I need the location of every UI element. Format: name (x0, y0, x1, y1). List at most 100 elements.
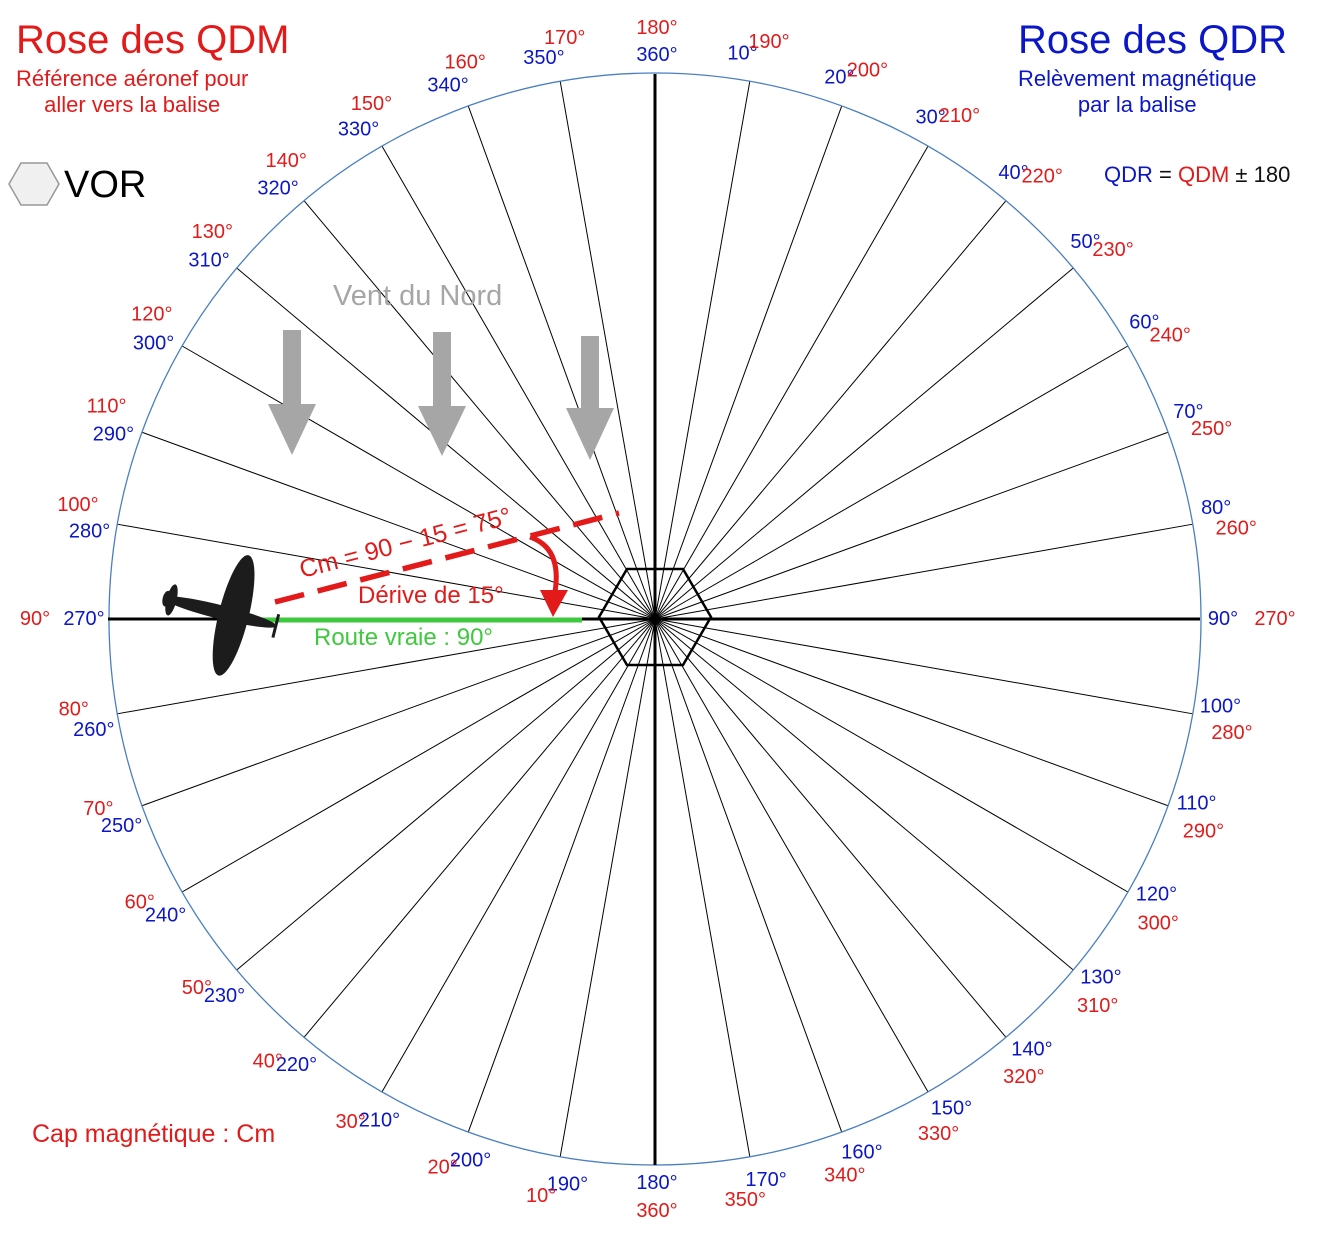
qdr-subtitle-line-2: par la balise (1077, 92, 1197, 117)
qdr-degree-label: 80° (1201, 497, 1231, 519)
heading-dashed-line (274, 510, 620, 605)
qdm-degree-label: 110° (87, 396, 127, 418)
radial-line (181, 618, 656, 893)
qdm-degree-label: 120° (131, 304, 172, 326)
radial-line (236, 618, 656, 971)
qdm-rose-subtitle: Référence aéronef pour aller vers la bal… (16, 66, 248, 118)
qdm-degree-label: 130° (192, 221, 233, 243)
qdm-degree-label: 350° (725, 1189, 766, 1211)
radial-line (654, 618, 1007, 1038)
qdr-degree-label: 300° (133, 332, 174, 354)
qdr-degree-label: 60° (1129, 312, 1159, 334)
qdm-degree-label: 250° (1191, 418, 1232, 440)
qdr-degree-label: 240° (145, 904, 186, 926)
qdr-degree-label: 210° (359, 1109, 400, 1131)
qdm-degree-label: 200° (847, 60, 888, 82)
qdm-degree-label: 20° (427, 1156, 457, 1178)
qdm-degree-label: 270° (1254, 608, 1295, 630)
qdr-degree-label: 120° (1136, 884, 1177, 906)
wind-arrows (268, 330, 614, 460)
radial-line (141, 618, 656, 807)
qdr-degree-label: 20° (824, 66, 854, 88)
qdm-degree-label: 150° (351, 93, 392, 115)
radial-line (654, 345, 1129, 620)
qdr-degree-label: 260° (73, 719, 114, 741)
qdr-degree-label: 250° (101, 815, 142, 837)
qdm-degree-label: 320° (1003, 1066, 1044, 1088)
vor-hexagon-icon (597, 567, 713, 667)
radial-line (467, 618, 656, 1133)
drift-arrow (529, 534, 559, 593)
drift-arrowhead-icon (540, 590, 568, 617)
qdr-degree-label: 140° (1011, 1039, 1052, 1061)
radial-line (654, 105, 843, 620)
qdm-degree-label: 240° (1150, 324, 1191, 346)
qdr-degree-label: 340° (427, 75, 468, 97)
qdm-degree-label: 300° (1138, 912, 1179, 934)
qdr-degree-label: 310° (188, 250, 229, 272)
magnetic-heading-note: Cap magnétique : Cm (32, 1120, 276, 1148)
vor-legend-hexagon-icon (8, 162, 60, 206)
radial-line (654, 618, 1074, 971)
qdm-degree-label: 30° (335, 1111, 365, 1133)
qdm-degree-label: 190° (748, 31, 789, 53)
radial-line (654, 618, 1169, 807)
qdr-degree-label: 10° (727, 43, 757, 65)
formula-qdr: QDR (1104, 162, 1153, 187)
qdm-degree-label: 260° (1216, 518, 1257, 540)
radial-line (467, 105, 656, 620)
qdr-degree-label: 220° (276, 1054, 317, 1076)
qdr-degree-label: 90° (1208, 608, 1238, 630)
qdr-subtitle-line-1: Relèvement magnétique (1018, 66, 1257, 91)
qdm-rose-title: Rose des QDM (16, 18, 290, 62)
qdr-rose-title: Rose des QDR (1018, 18, 1287, 62)
qdr-degree-label: 330° (338, 119, 379, 141)
qdm-degree-label: 290° (1183, 820, 1224, 842)
radial-line (654, 618, 843, 1133)
qdr-degree-label: 230° (204, 985, 245, 1007)
qdr-qdm-formula: QDR = QDM ± 180 (1104, 162, 1290, 188)
qdm-degree-label: 280° (1211, 722, 1252, 744)
formula-offset: ± 180 (1229, 162, 1291, 187)
radial-line (654, 431, 1169, 620)
qdm-degree-label: 230° (1092, 239, 1133, 261)
wind-label: Vent du Nord (333, 280, 502, 312)
qdr-degree-label: 160° (841, 1141, 882, 1163)
qdm-degree-label: 70° (83, 798, 113, 820)
radial-line (381, 145, 656, 620)
radial-line (654, 81, 751, 620)
radial-line (117, 618, 656, 715)
qdr-degree-label: 350° (523, 47, 564, 69)
qdm-degree-label: 90° (20, 608, 50, 630)
qdm-degree-label: 170° (544, 27, 585, 49)
qdr-degree-label: 290° (93, 424, 134, 446)
qdr-degree-label: 50° (1070, 231, 1100, 253)
qdm-degree-label: 330° (918, 1123, 959, 1145)
qdm-subtitle-line-1: Référence aéronef pour (16, 66, 249, 91)
degree-labels: 180°360° 10°190°20°200°30°210°40°220°50°2… (20, 17, 1296, 1222)
airplane-icon (162, 555, 281, 676)
qdm-degree-label: 100° (57, 494, 98, 516)
route-label: Route vraie : 90° (314, 624, 493, 651)
heading-label: Cm = 90 − 15 = 75° (296, 502, 514, 584)
qdr-degree-label: 170° (745, 1169, 786, 1191)
radial-line (141, 431, 656, 620)
arrow-down-icon (418, 332, 466, 456)
qdr-degree-label: 30° (915, 107, 945, 129)
radial-line (381, 618, 656, 1093)
radial-line (303, 618, 656, 1038)
radial-line (559, 618, 656, 1157)
qdr-degree-label: 270° (63, 608, 104, 630)
arrow-down-icon (268, 330, 316, 455)
qdr-degree-label: 130° (1080, 967, 1121, 989)
radial-line (654, 618, 751, 1157)
radial-line (654, 145, 929, 620)
qdr-degree-label: 110° (1177, 792, 1217, 814)
qdm-degree-label: 10° (526, 1185, 556, 1207)
qdr-degree-label: 200° (450, 1150, 491, 1172)
qdr-degree-label: 190° (547, 1173, 588, 1195)
radial-line (654, 523, 1193, 620)
qdr-degree-label: 150° (931, 1097, 972, 1119)
qdm-degree-label: 160° (445, 51, 486, 73)
